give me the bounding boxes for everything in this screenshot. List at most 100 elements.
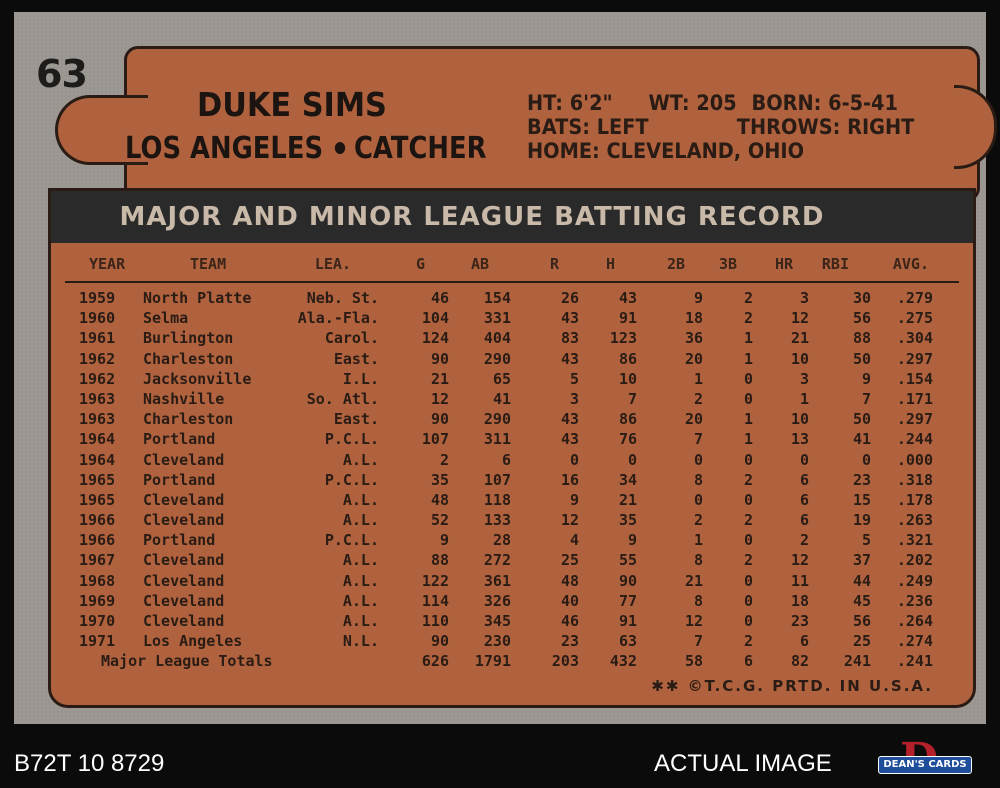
cell-hits: 86 <box>618 410 637 429</box>
cell-runs: 12 <box>560 511 579 530</box>
cell-year: 1962 <box>79 369 116 388</box>
cell-triples: 1 <box>743 349 753 368</box>
cell-rbi: 88 <box>852 329 871 348</box>
certification-id: B72T 10 8729 <box>14 750 165 777</box>
cell-games: 35 <box>430 470 449 489</box>
cell-doubles: 0 <box>693 490 703 509</box>
cell-average: .264 <box>896 612 933 630</box>
cell-year: 1966 <box>79 511 116 530</box>
cell-at-bats: 28 <box>492 531 511 550</box>
cell-rbi: 50 <box>852 410 871 429</box>
table-row: 1968 Cleveland A.L. 122 361 48 90 21 0 11 44 .249 <box>51 572 973 592</box>
cell-at-bats: 326 <box>483 591 511 610</box>
cell-triples: 0 <box>743 450 753 469</box>
cell-home-runs: 6 <box>799 511 809 530</box>
cell-at-bats: 404 <box>483 329 511 348</box>
cell-home-runs: 21 <box>790 329 809 348</box>
cell-league: A.L. <box>342 612 379 630</box>
cell-league: Neb. St. <box>306 289 379 307</box>
cell-rbi: 23 <box>852 470 871 489</box>
bio-row-bats-throws: BATS: LEFT THROWS: RIGHT <box>527 115 914 139</box>
cell-games: 90 <box>430 632 449 651</box>
table-row: 1962 Charleston East. 90 290 43 86 20 1 10 50 .297 <box>51 350 973 370</box>
table-row: 1961 Burlington Carol. 124 404 83 123 36 1 21 88 .3… <box>51 329 973 349</box>
table-row: 1969 Cleveland A.L. 114 326 40 77 8 0 18 45 .236 <box>51 592 973 612</box>
table-row: 1964 Portland P.C.L. 107 311 43 76 7 1 13 41 .244 <box>51 430 973 450</box>
bio-info: HT: 6'2" WT: 205 BORN: 6-5-41 BATS: LEFT… <box>527 91 914 163</box>
cell-triples: 0 <box>743 612 753 630</box>
total-average: .241 <box>896 652 933 671</box>
table-row: 1965 Cleveland A.L. 48 118 9 21 0 0 6 15 .178 <box>51 491 973 511</box>
cell-hits: 90 <box>618 571 637 590</box>
cell-doubles: 8 <box>693 551 703 570</box>
bio-panel-left-tab <box>55 95 148 165</box>
cell-average: .318 <box>896 470 933 489</box>
bio-row-physical: HT: 6'2" WT: 205 BORN: 6-5-41 <box>527 91 898 115</box>
cell-games: 104 <box>421 309 449 328</box>
cell-runs: 48 <box>560 571 579 590</box>
cell-at-bats: 272 <box>483 551 511 570</box>
cell-games: 110 <box>421 612 449 630</box>
cell-hits: 10 <box>618 369 637 388</box>
table-row: 1959 North Platte Neb. St. 46 154 26 43 9 2 3 30 .2… <box>51 289 973 309</box>
cell-hits: 91 <box>618 612 637 630</box>
table-row: 1964 Cleveland A.L. 2 6 0 0 0 0 0 0 .000 <box>51 451 973 471</box>
cell-at-bats: 230 <box>483 632 511 651</box>
cell-at-bats: 311 <box>483 430 511 449</box>
cell-average: .202 <box>896 551 933 570</box>
cell-hits: 55 <box>618 551 637 570</box>
cell-team: Cleveland <box>143 511 225 530</box>
cell-average: .279 <box>896 289 933 307</box>
cell-league: N.L. <box>342 632 379 651</box>
cell-team: Portland <box>143 470 216 489</box>
cell-league: Ala.-Fla. <box>297 309 379 328</box>
cell-hits: 9 <box>627 531 637 550</box>
table-row: 1971 Los Angeles N.L. 90 230 23 63 7 2 6 25 .274 <box>51 632 973 652</box>
cell-at-bats: 133 <box>483 511 511 530</box>
cell-doubles: 21 <box>684 571 703 590</box>
total-doubles: 58 <box>684 652 703 671</box>
cell-rbi: 30 <box>852 289 871 307</box>
cell-at-bats: 345 <box>483 612 511 630</box>
total-at-bats: 1791 <box>474 652 511 671</box>
cell-average: .297 <box>896 349 933 368</box>
cell-rbi: 19 <box>852 511 871 530</box>
cell-hits: 76 <box>618 430 637 449</box>
cell-games: 90 <box>430 349 449 368</box>
cell-year: 1960 <box>79 309 116 328</box>
cell-runs: 43 <box>560 349 579 368</box>
cell-team: Cleveland <box>143 612 225 630</box>
cell-runs: 5 <box>569 369 579 388</box>
cell-rbi: 56 <box>852 309 871 328</box>
cell-home-runs: 13 <box>790 430 809 449</box>
cell-league: A.L. <box>342 591 379 610</box>
cell-games: 90 <box>430 410 449 429</box>
cell-average: .275 <box>896 309 933 328</box>
cell-year: 1963 <box>79 410 116 429</box>
cell-triples: 1 <box>743 329 753 348</box>
table-row: 1963 Charleston East. 90 290 43 86 20 1 10 50 .297 <box>51 410 973 430</box>
cell-doubles: 18 <box>684 309 703 328</box>
cell-home-runs: 12 <box>790 309 809 328</box>
cell-runs: 23 <box>560 632 579 651</box>
cell-runs: 25 <box>560 551 579 570</box>
cell-rbi: 41 <box>852 430 871 449</box>
cell-rbi: 0 <box>861 450 871 469</box>
cell-average: .274 <box>896 632 933 651</box>
cell-runs: 46 <box>560 612 579 630</box>
actual-image-label: ACTUAL IMAGE <box>654 750 832 777</box>
bio-throws: THROWS: RIGHT <box>736 115 915 139</box>
cell-average: .178 <box>896 490 933 509</box>
cell-average: .263 <box>896 511 933 530</box>
cell-team: Jacksonville <box>143 369 252 388</box>
cell-team: Nashville <box>143 389 225 408</box>
cell-games: 88 <box>430 551 449 570</box>
table-row: 1967 Cleveland A.L. 88 272 25 55 8 2 12 37 .202 <box>51 551 973 571</box>
cell-team: Los Angeles <box>143 632 243 651</box>
player-name: DUKE SIMS <box>197 85 387 124</box>
cell-triples: 2 <box>743 309 753 328</box>
totals-label: Major League Totals <box>101 652 273 671</box>
cell-team: Portland <box>143 531 216 550</box>
cell-year: 1964 <box>79 450 116 469</box>
cell-games: 9 <box>439 531 449 550</box>
